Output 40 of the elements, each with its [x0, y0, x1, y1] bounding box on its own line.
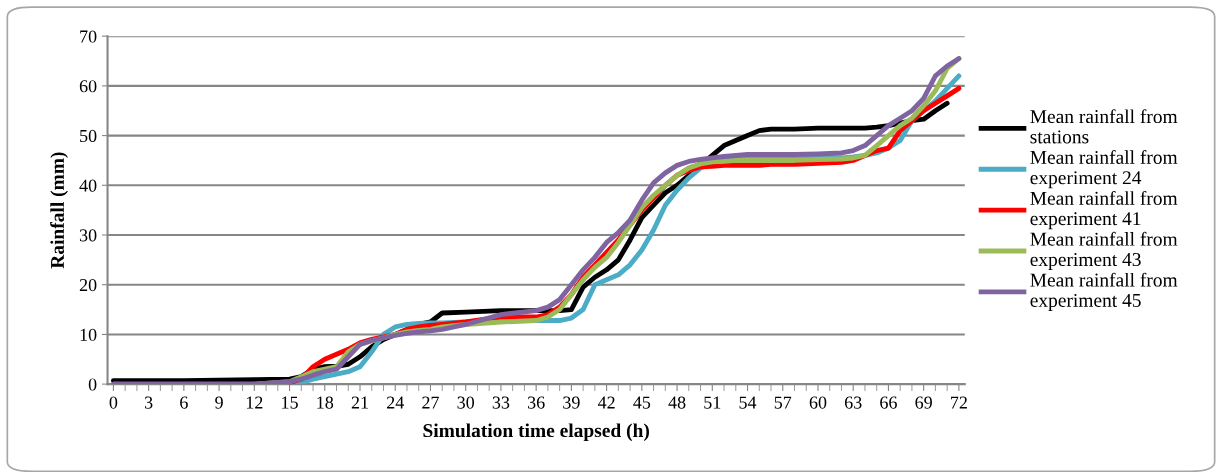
- y-tick-label: 70: [80, 30, 97, 43]
- x-tick-label: 72: [951, 396, 967, 409]
- x-tick-label: 66: [880, 396, 897, 409]
- y-tick-label: 0: [88, 378, 97, 391]
- y-tick-label: 30: [79, 229, 97, 242]
- x-tick-label: 30: [457, 396, 475, 409]
- x-tick-label: 39: [563, 396, 580, 409]
- x-tick-label: 24: [387, 396, 404, 409]
- x-tick-label: 54: [739, 396, 757, 409]
- x-tick-label: 27: [422, 396, 439, 409]
- x-tick-label: 42: [597, 396, 615, 409]
- x-tick-label: 9: [215, 396, 223, 409]
- x-tick-label: 36: [527, 396, 545, 409]
- x-tick-label: 3: [144, 396, 153, 409]
- x-tick-label: 15: [282, 396, 298, 409]
- legend-label: Mean rainfall from stations: [1030, 109, 1178, 144]
- x-tick-label: 48: [668, 396, 686, 409]
- y-axis-title: Rainfall (mm): [50, 152, 68, 269]
- x-tick-label: 60: [809, 396, 827, 409]
- x-tick-label: 51: [704, 396, 721, 409]
- x-axis-title: Simulation time elapsed (h): [423, 423, 649, 442]
- y-tick-label: 10: [80, 328, 97, 341]
- x-tick-label: 33: [492, 396, 510, 409]
- legend-label: Mean rainfall from experiment 41: [1030, 190, 1178, 230]
- legend-label: Mean rainfall from experiment 43: [1030, 231, 1178, 271]
- x-tick-label: 57: [774, 396, 792, 409]
- y-tick-label: 60: [79, 80, 97, 93]
- x-tick-label: 6: [180, 396, 188, 409]
- legend-label: Mean rainfall from experiment 45: [1030, 272, 1178, 311]
- x-tick-label: 18: [317, 396, 334, 409]
- x-tick-label: 63: [844, 396, 862, 409]
- x-tick-label: 21: [351, 396, 368, 409]
- y-tick-label: 40: [79, 179, 97, 192]
- x-tick-label: 0: [109, 396, 118, 409]
- x-tick-label: 45: [633, 396, 651, 409]
- legend-label: Mean rainfall from experiment 24: [1030, 150, 1178, 189]
- x-tick-label: 12: [246, 396, 263, 409]
- y-tick-label: 50: [80, 129, 97, 143]
- x-tick-label: 69: [915, 396, 932, 409]
- y-tick-label: 20: [79, 278, 97, 292]
